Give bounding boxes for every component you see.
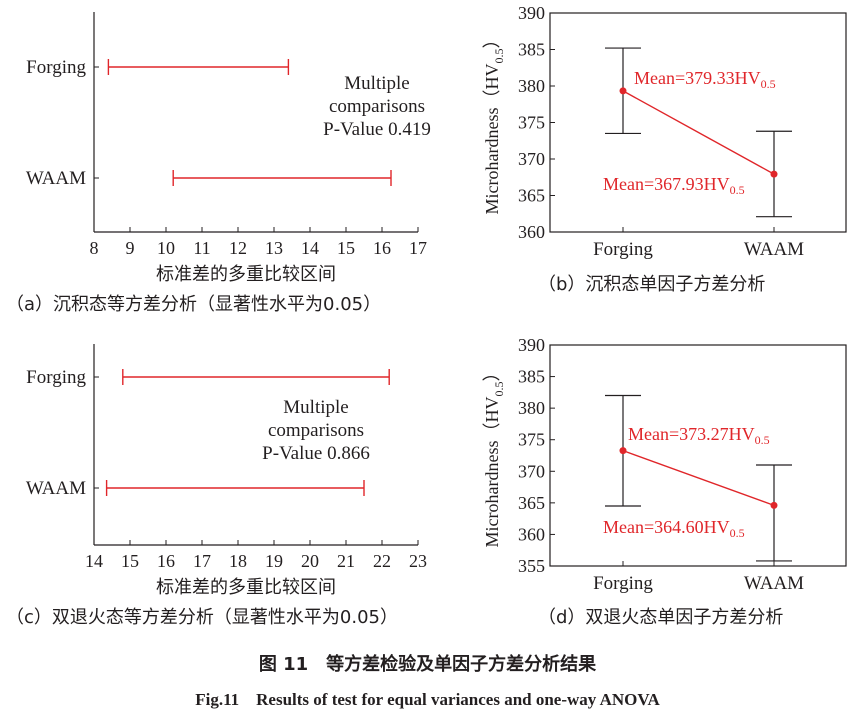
plot-frame [549, 344, 847, 567]
category-label: Forging [26, 367, 86, 388]
x-tick-label: 13 [265, 238, 283, 258]
y-tick-label: 375 [518, 113, 545, 133]
mean-connect-line [622, 449, 775, 507]
figure-caption-chinese: 图 11 等方差检验及单因子方差分析结果 [258, 654, 597, 675]
category-label: Forging [26, 57, 86, 78]
y-axis-label: Microhardness（HV0.5） [482, 364, 506, 548]
y-axis-label: Microhardness（HV0.5） [482, 31, 506, 215]
y-tick-label: 385 [518, 367, 545, 387]
annotation-line: comparisons [268, 420, 364, 441]
annotation-line: Multiple [283, 397, 348, 418]
category-label: WAAM [744, 573, 804, 594]
y-tick-label: 370 [518, 149, 545, 169]
annotation-line: P-Value 0.866 [262, 443, 370, 464]
x-tick-label: 22 [373, 551, 391, 571]
chart-a-svg: 8 9 10 11 12 13 14 15 16 17 标准差的多重比较区间 Forging WAAM M… [26, 12, 431, 285]
y-tick-label: 380 [518, 398, 545, 418]
x-tick-label: 11 [193, 238, 210, 258]
x-tick-label: 17 [193, 551, 211, 571]
x-tick-label: 14 [85, 551, 103, 571]
x-tick-label: 15 [121, 551, 139, 571]
x-axis-label: 标准差的多重比较区间 [156, 577, 336, 598]
x-tick-label: 16 [157, 551, 175, 571]
x-tick-label: 15 [337, 238, 355, 258]
category-label: WAAM [26, 168, 86, 189]
x-tick-label: 8 [90, 238, 99, 258]
x-tick-label: 23 [409, 551, 427, 571]
x-tick-label: 19 [265, 551, 283, 571]
chart-b-svg: 360 365 370 375 380 385 390 Microhardness（HV0.5… [482, 3, 847, 260]
mean-point [770, 501, 778, 509]
y-tick-label: 360 [518, 222, 545, 242]
mean-label: Mean=364.60HV0.5 [603, 517, 745, 540]
mean-label: Mean=379.33HV0.5 [634, 68, 776, 91]
x-tick-label: 10 [157, 238, 175, 258]
x-tick-label: 20 [301, 551, 319, 571]
y-tick-label: 360 [518, 524, 545, 544]
y-tick-label: 380 [518, 76, 545, 96]
x-tick-label: 18 [229, 551, 247, 571]
annotation-line: comparisons [329, 96, 425, 117]
y-tick-label: 370 [518, 461, 545, 481]
caption-b: （b）沉积态单因子方差分析 [538, 274, 766, 295]
category-label: Forging [593, 239, 653, 260]
mean-label: Mean=373.27HV0.5 [628, 424, 770, 447]
y-tick-label: 365 [518, 493, 545, 513]
chart-c-svg: 14 15 16 17 18 19 20 21 22 23 标准差的多重比较区间 Forging WAA… [26, 344, 427, 598]
y-tick-label: 365 [518, 186, 545, 206]
x-tick-label: 12 [229, 238, 247, 258]
y-tick-label: 375 [518, 430, 545, 450]
category-label: WAAM [26, 478, 86, 499]
annotation-line: Multiple [344, 73, 409, 94]
mean-point [619, 87, 627, 95]
y-tick-label: 385 [518, 40, 545, 60]
y-tick-label: 390 [518, 335, 545, 355]
y-tick-label: 390 [518, 3, 545, 23]
caption-d: （d）双退火态单因子方差分析 [538, 607, 784, 628]
mean-point [619, 447, 627, 455]
x-tick-label: 9 [126, 238, 135, 258]
x-tick-label: 14 [301, 238, 319, 258]
chart-d-svg: 355 360 365 370 375 380 385 390 Microhardness（HV… [482, 335, 847, 594]
x-tick-label: 17 [409, 238, 427, 258]
annotation-line: P-Value 0.419 [323, 119, 431, 140]
category-label: Forging [593, 573, 653, 594]
figure-caption-english: Fig.11 Results of test for equal varianc… [195, 690, 660, 709]
mean-point [770, 170, 778, 178]
x-axis-label: 标准差的多重比较区间 [156, 264, 336, 285]
caption-a: （a）沉积态等方差分析（显著性水平为0.05） [6, 294, 382, 315]
category-label: WAAM [744, 239, 804, 260]
mean-label: Mean=367.93HV0.5 [603, 174, 745, 197]
x-tick-label: 16 [373, 238, 391, 258]
caption-c: （c）双退火态等方差分析（显著性水平为0.05） [6, 607, 398, 628]
x-tick-label: 21 [337, 551, 355, 571]
y-tick-label: 355 [518, 556, 545, 576]
mean-connect-line [622, 90, 775, 175]
